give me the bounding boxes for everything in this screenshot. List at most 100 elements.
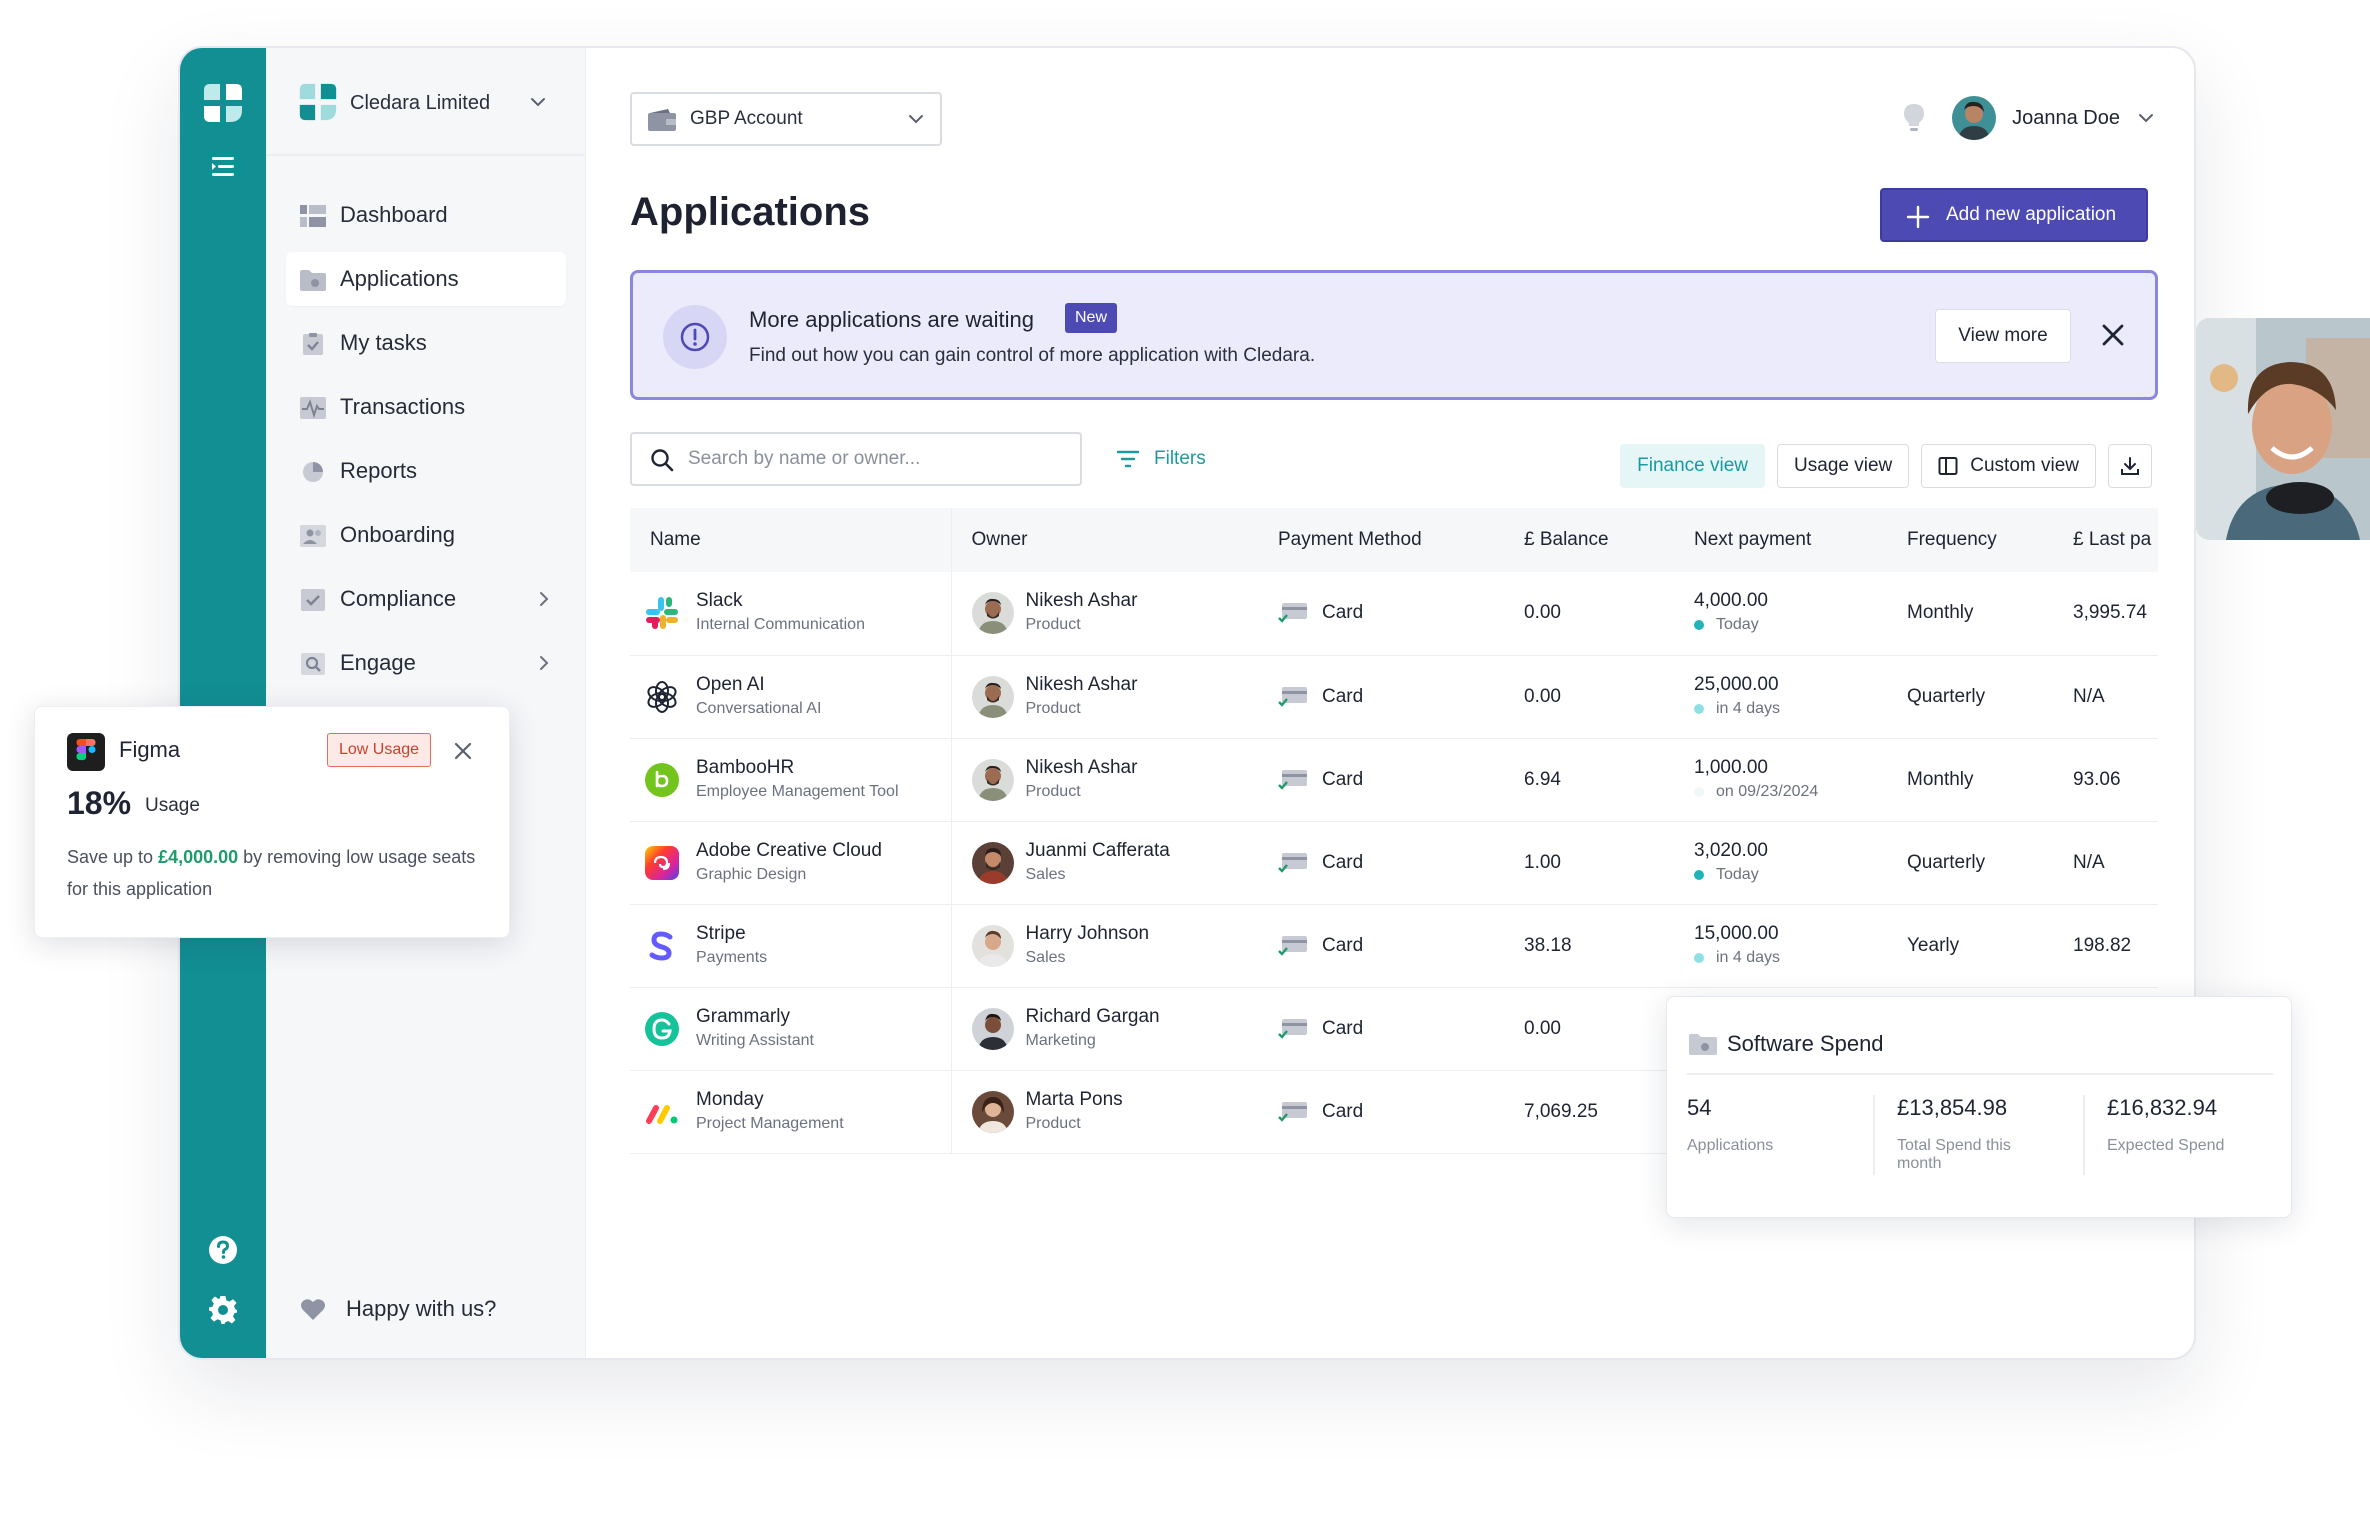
stripe-logo-icon (649, 930, 673, 961)
column-header-last-payment[interactable]: £ Last pa (2073, 529, 2152, 550)
figma-usage-card: Figma Low Usage 18% Usage Save up to £4,… (34, 706, 510, 938)
table-row[interactable]: Open AI Conversational AI Nikesh Ashar Pro… (630, 655, 2158, 739)
org-switcher[interactable]: Cledara Limited (266, 48, 586, 156)
nav-item-transactions[interactable]: Transactions (286, 380, 566, 434)
app-category: Conversational AI (696, 699, 822, 717)
table-row[interactable]: BambooHR Employee Management Tool Nikesh … (630, 738, 2158, 822)
column-header-frequency[interactable]: Frequency (1907, 529, 1997, 550)
balance: 0.00 (1504, 655, 1674, 739)
chevron-down-icon[interactable] (2138, 111, 2154, 125)
column-header-owner[interactable]: Owner (971, 529, 1028, 550)
view-switcher: Finance view Usage view Custom view (1608, 444, 2152, 488)
usage-label: Usage (145, 795, 200, 816)
card-check-icon (1278, 935, 1307, 956)
banner-title: More applications are waiting (749, 307, 1034, 332)
app-name[interactable]: Grammarly (696, 1005, 790, 1027)
account-select-value: GBP Account (690, 108, 803, 129)
account-select[interactable]: GBP Account (630, 92, 942, 146)
savings-amount: £4,000.00 (158, 847, 239, 867)
balance: 7,069.25 (1504, 1070, 1674, 1154)
nav-item-reports[interactable]: Reports (286, 444, 566, 498)
chevron-right-icon (540, 656, 549, 670)
filter-icon (1116, 450, 1140, 468)
person-photo (2196, 318, 2370, 540)
cledara-logo-icon[interactable] (200, 80, 246, 126)
app-name[interactable]: Slack (696, 590, 743, 612)
nav-item-dashboard[interactable]: Dashboard (286, 188, 566, 242)
owner-avatar (971, 675, 1014, 718)
app-category: Payments (696, 948, 768, 966)
nav-item-engage[interactable]: Engage (286, 636, 566, 690)
payment-method: Card (1322, 851, 1364, 873)
search-input[interactable] (688, 448, 1068, 470)
filters-button[interactable]: Filters (1116, 448, 1206, 470)
adobe-cc-logo-icon (645, 845, 679, 880)
app-name[interactable]: BambooHR (696, 756, 795, 778)
app-category: Writing Assistant (696, 1031, 814, 1049)
heart-icon (301, 1299, 325, 1320)
column-header-next-payment[interactable]: Next payment (1694, 529, 1812, 550)
lightbulb-icon[interactable] (1902, 103, 1926, 133)
info-alert-icon (663, 305, 727, 369)
chevron-down-icon (531, 98, 545, 107)
user-avatar[interactable] (1952, 96, 1997, 140)
frequency: Quarterly (1887, 821, 2053, 905)
status-dot (1694, 786, 1704, 797)
next-payment-when: in 4 days (1716, 948, 1781, 966)
owner-dept: Product (1025, 782, 1081, 800)
payment-method: Card (1322, 934, 1364, 956)
finance-view-button[interactable]: Finance view (1620, 444, 1766, 488)
last-payment: 198.82 (2053, 904, 2158, 988)
table-header-row: Name Owner Payment Method £ Balance Next… (630, 508, 2158, 572)
status-dot (1694, 869, 1704, 880)
nav-item-applications[interactable]: Applications (286, 252, 566, 306)
close-icon[interactable] (2101, 323, 2125, 347)
table-row[interactable]: Slack Internal Communication Nikesh Ashar… (630, 572, 2158, 656)
app-name[interactable]: Monday (696, 1088, 764, 1110)
next-payment-when: Today (1716, 616, 1759, 634)
table-row[interactable]: Stripe Payments Harry Johnson Sales Card 3… (630, 904, 2158, 988)
next-payment-amount: 4,000.00 (1694, 590, 1768, 612)
card-check-icon (1278, 769, 1307, 790)
owner-avatar (971, 924, 1014, 967)
app-window: Cledara Limited Dashboard Applications M… (178, 46, 2196, 1360)
column-header-name[interactable]: Name (630, 508, 952, 572)
add-application-button[interactable]: Add new application (1880, 188, 2148, 242)
download-button[interactable] (2108, 444, 2152, 488)
app-name[interactable]: Open AI (696, 673, 765, 695)
nav-item-compliance[interactable]: Compliance (286, 572, 566, 626)
app-name[interactable]: Adobe Creative Cloud (696, 839, 882, 861)
wallet-icon (648, 109, 676, 131)
status-dot (1694, 952, 1704, 963)
table-row[interactable]: Adobe Creative Cloud Graphic Design Juanm… (630, 821, 2158, 905)
app-name[interactable]: Stripe (696, 922, 746, 944)
owner-dept: Product (1025, 1114, 1081, 1132)
nav-item-my-tasks[interactable]: My tasks (286, 316, 566, 370)
balance: 38.18 (1504, 904, 1674, 988)
owner-dept: Marketing (1025, 1031, 1096, 1049)
sidebar: Cledara Limited Dashboard Applications M… (266, 48, 586, 1358)
menu-collapse-icon[interactable] (210, 154, 236, 180)
feedback-link[interactable]: Happy with us? (300, 1296, 496, 1322)
next-payment-amount: 25,000.00 (1694, 673, 1779, 695)
usage-view-button[interactable]: Usage view (1777, 444, 1910, 488)
custom-view-button[interactable]: Custom view (1921, 444, 2096, 488)
user-name[interactable]: Joanna Doe (2012, 106, 2120, 129)
nav-label: Reports (340, 458, 418, 483)
settings-gear-icon[interactable] (207, 1294, 239, 1326)
help-icon[interactable] (207, 1234, 239, 1266)
slack-logo-icon (646, 597, 678, 630)
figma-logo-icon (67, 733, 105, 771)
column-header-payment-method[interactable]: Payment Method (1278, 529, 1422, 550)
chevron-down-icon (909, 115, 923, 124)
close-icon[interactable] (453, 741, 473, 761)
app-category: Project Management (696, 1114, 844, 1132)
magnifier-card-icon (301, 653, 325, 675)
column-header-balance[interactable]: £ Balance (1524, 529, 1609, 550)
nav-item-onboarding[interactable]: Onboarding (286, 508, 566, 562)
card-check-icon (1278, 686, 1307, 707)
card-check-icon (1278, 1101, 1307, 1122)
owner-name: Nikesh Ashar (1025, 756, 1138, 778)
view-more-button[interactable]: View more (1935, 309, 2071, 363)
owner-avatar (971, 758, 1014, 801)
